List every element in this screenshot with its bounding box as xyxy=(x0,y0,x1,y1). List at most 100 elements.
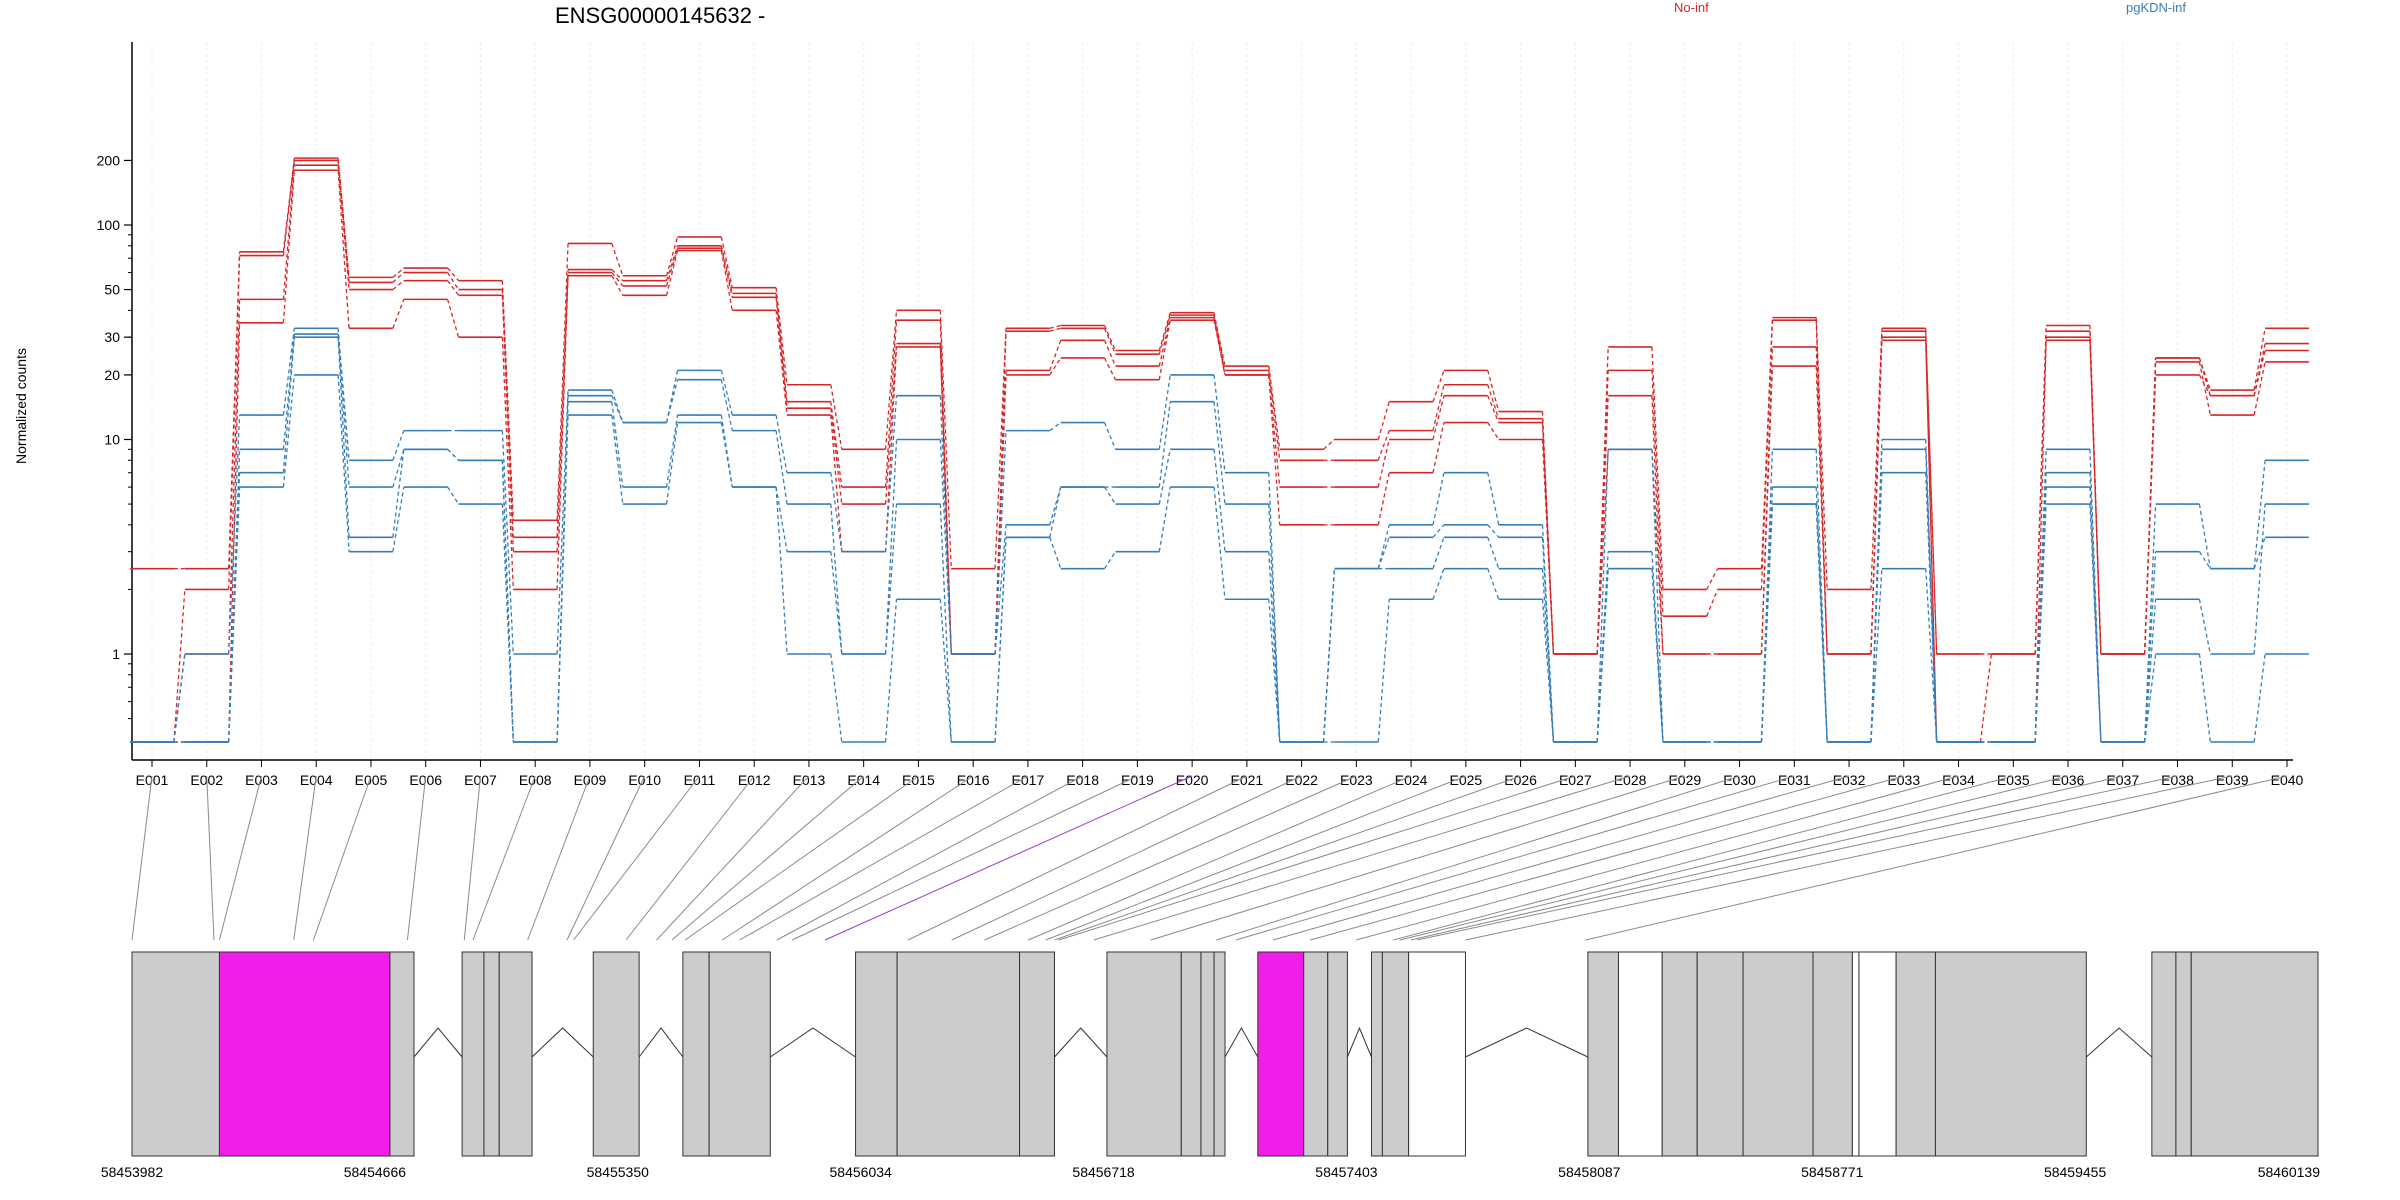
exon-connector xyxy=(566,775,646,941)
series-connector xyxy=(939,439,952,655)
series-connector xyxy=(884,439,898,655)
genomic-coordinates: 58453982 58454666 58455350 58456034 58456718… xyxy=(101,1164,2320,1180)
series-connector xyxy=(1815,366,1828,655)
series-lines xyxy=(130,157,2309,743)
series-connector xyxy=(1377,472,1390,525)
series-connector xyxy=(720,250,733,311)
series-connector xyxy=(1158,317,1171,367)
exon-connector xyxy=(671,775,864,941)
exon-block xyxy=(1742,951,1814,1157)
series-connector xyxy=(1487,472,1500,525)
exon-connector xyxy=(984,775,1357,941)
series-connector xyxy=(939,343,952,655)
series-connector xyxy=(720,245,733,294)
series-connector xyxy=(1870,340,1883,655)
series-connector xyxy=(1158,320,1171,380)
series-connector xyxy=(775,297,788,409)
series-connector xyxy=(556,415,569,743)
exon-block xyxy=(855,951,898,1157)
series-connector xyxy=(447,272,460,290)
intron xyxy=(1346,1026,1372,1058)
series-connector xyxy=(665,250,679,296)
series-connector xyxy=(1432,422,1445,473)
series-connector xyxy=(173,589,186,743)
series-connector xyxy=(1268,374,1281,488)
series-connector xyxy=(501,280,514,521)
series-connector xyxy=(1487,537,1500,569)
series-connector xyxy=(1432,568,1445,600)
exon-connector xyxy=(1399,775,2069,941)
exon-block xyxy=(1381,951,1410,1157)
series-connector xyxy=(665,236,679,276)
series-connector xyxy=(830,551,843,655)
series-connector xyxy=(1049,537,1062,569)
intron xyxy=(531,1027,594,1058)
exon-block xyxy=(1408,951,1466,1157)
x-tick-label: E013 xyxy=(793,772,826,788)
series-connector xyxy=(1377,537,1390,569)
exon-block xyxy=(2175,951,2192,1157)
series-connector xyxy=(2144,599,2157,743)
series-connector xyxy=(173,653,186,743)
series-connector xyxy=(501,504,514,743)
series-connector xyxy=(446,299,460,338)
series-connector xyxy=(2144,504,2157,743)
x-tick-label: E027 xyxy=(1559,772,1592,788)
series-connector xyxy=(337,334,350,488)
series-connector xyxy=(1487,568,1500,600)
series-connector xyxy=(994,430,1007,655)
exon-block xyxy=(1213,951,1226,1157)
exon-block xyxy=(461,951,485,1157)
series-connector xyxy=(447,280,460,296)
series-connector xyxy=(611,269,624,282)
x-tick-label: E036 xyxy=(2052,772,2085,788)
series-connector xyxy=(994,328,1007,569)
series-connector xyxy=(720,236,733,288)
exon-block xyxy=(1019,951,1055,1157)
series-connector xyxy=(830,653,843,743)
series-connector xyxy=(665,379,679,423)
series-connector xyxy=(939,395,952,655)
series-connector xyxy=(720,248,733,298)
series-connector xyxy=(1925,340,1938,743)
series-connector xyxy=(282,337,295,473)
series-connector xyxy=(1049,486,1062,538)
series-connector xyxy=(1651,370,1664,617)
y-tick-label: 1 xyxy=(112,646,120,662)
series-connector xyxy=(775,287,788,385)
exon-block xyxy=(1200,951,1215,1157)
series-connector xyxy=(1870,328,1883,590)
x-tick-label: E029 xyxy=(1668,772,1701,788)
legend-no-inf: No-inf xyxy=(1674,0,1709,15)
exon-connector xyxy=(1054,775,1521,941)
x-tick-label: E012 xyxy=(738,772,771,788)
exon-connector xyxy=(1058,775,1576,941)
series-connector xyxy=(1268,472,1281,743)
exon-block xyxy=(1851,951,1860,1157)
series-connector xyxy=(2198,361,2211,416)
series-connector xyxy=(775,487,788,655)
series-connector xyxy=(392,272,405,283)
series-connector xyxy=(1268,370,1281,461)
series-connector xyxy=(1049,340,1062,371)
series-connector xyxy=(1377,439,1390,488)
series-connector xyxy=(282,158,295,252)
gridlines xyxy=(151,42,2288,760)
series-connector xyxy=(1760,320,1774,590)
exon-block xyxy=(2190,951,2319,1157)
y-tick-label: 50 xyxy=(104,282,120,298)
series-connector xyxy=(1760,366,1774,655)
series-connector xyxy=(994,537,1007,743)
highlighted-exon xyxy=(218,951,391,1157)
series-connector xyxy=(1103,551,1117,569)
genomic-coordinate-label: 58458771 xyxy=(1801,1164,1864,1180)
series-no-inf xyxy=(130,157,2309,655)
x-tick-label: E026 xyxy=(1504,772,1537,788)
series-connector xyxy=(282,334,295,450)
series-connector xyxy=(884,346,898,552)
series-connector xyxy=(1541,599,1555,743)
x-tick-label: E009 xyxy=(574,772,607,788)
series-connector xyxy=(939,599,952,743)
series-connector xyxy=(1487,395,1500,423)
series-connector xyxy=(1596,568,1609,743)
